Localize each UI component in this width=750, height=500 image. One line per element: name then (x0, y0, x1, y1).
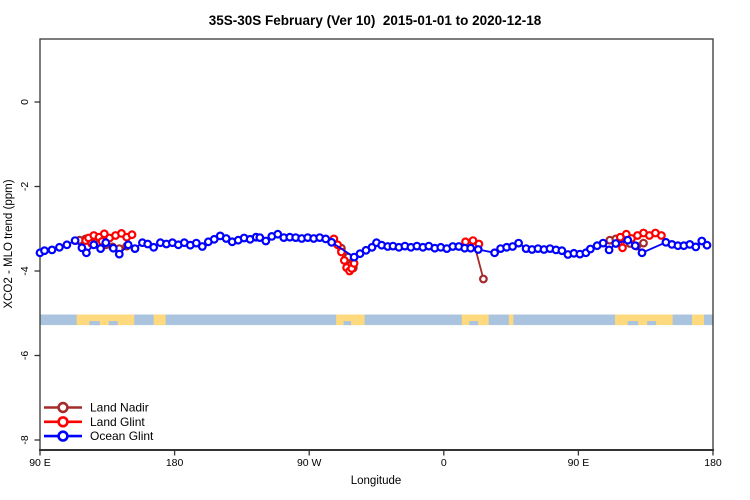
x-axis-title: Longitude (351, 475, 402, 487)
data-point-ocean-glint (81, 248, 91, 258)
legend-marker-land-nadir (57, 401, 69, 414)
coast-inlet (89, 321, 100, 326)
data-point-ocean-glint (197, 242, 207, 251)
data-point-ocean-glint (96, 244, 105, 254)
legend-label-ocean-glint: Ocean Glint (90, 429, 154, 443)
data-point-ocean-glint (598, 238, 608, 248)
data-point-ocean-glint (490, 248, 500, 258)
data-point-ocean-glint (62, 240, 72, 250)
x-tick-label: 90 E (29, 457, 51, 469)
y-axis-title: XCO2 - MLO trend (ppm) (3, 179, 15, 308)
data-point-land-glint (127, 230, 137, 240)
land-patch (508, 314, 514, 326)
x-axis: 90 E 180 90 W 0 90 E 180 (29, 450, 722, 469)
land-patch (615, 314, 673, 326)
coast-inlet (627, 321, 639, 326)
data-point-ocean-glint (114, 249, 124, 259)
series-ocean-glint (35, 229, 712, 262)
data-point-ocean-glint (108, 243, 118, 253)
land-patch (461, 314, 489, 326)
data-point-ocean-glint (637, 248, 647, 258)
coast-inlet (469, 321, 479, 326)
data-point-land-glint (618, 243, 627, 253)
data-point-ocean-glint (604, 245, 614, 255)
data-point-ocean-glint (327, 237, 337, 247)
y-tick-label: -2 (19, 182, 31, 191)
coast-inlet (647, 321, 657, 326)
data-point-ocean-glint (101, 238, 111, 248)
data-point-ocean-glint (55, 242, 64, 252)
x-tick-label: 180 (166, 457, 184, 469)
y-tick-label: -6 (19, 351, 31, 360)
data-point-land-glint (657, 231, 666, 240)
data-point-ocean-glint (89, 240, 99, 250)
data-point-ocean-glint (630, 241, 640, 251)
land-patch (336, 314, 365, 326)
data-point-land-nadir (639, 238, 648, 248)
x-tick-label: 90 E (568, 457, 590, 469)
data-point-ocean-glint (466, 243, 476, 253)
data-point-ocean-glint (70, 236, 80, 246)
plot-area: 90 E 180 90 W 0 90 E 180 0 -2 -4 -6 -8 Land NadirLa… (19, 38, 722, 469)
legend-label-land-nadir: Land Nadir (90, 401, 149, 415)
y-tick-label: -8 (19, 435, 31, 444)
data-point-ocean-glint (47, 245, 57, 255)
x-tick-label: 90 W (297, 457, 322, 469)
data-point-land-glint (339, 256, 349, 265)
x-tick-label: 180 (704, 457, 722, 469)
coast-inlet (343, 321, 352, 326)
data-point-ocean-glint (557, 246, 567, 256)
land-patch (153, 314, 166, 326)
data-point-ocean-glint (611, 239, 621, 248)
data-point-ocean-glint (123, 240, 133, 250)
data-point-ocean-glint (514, 238, 523, 248)
y-tick-label: -4 (19, 266, 31, 275)
legend-marker-land-glint (57, 416, 69, 428)
y-axis: 0 -2 -4 -6 -8 (19, 99, 40, 445)
data-point-ocean-glint (702, 240, 712, 250)
data-point-ocean-glint (149, 242, 159, 252)
ocean-band (40, 314, 713, 326)
coast-inlet (108, 321, 118, 326)
land-patch (76, 314, 135, 326)
land-patch (692, 314, 705, 326)
x-tick-label: 0 (441, 457, 447, 469)
y-tick-label: 0 (19, 99, 31, 105)
world-map-band (40, 314, 713, 326)
data-point-ocean-glint (261, 236, 271, 246)
data-point-ocean-glint (130, 244, 140, 254)
data-point-ocean-glint (586, 244, 595, 254)
data-point-ocean-glint (691, 242, 701, 252)
data-point-ocean-glint (473, 245, 483, 254)
data-point-ocean-glint (40, 246, 49, 256)
data-point-land-nadir (479, 274, 488, 284)
data-point-ocean-glint (623, 235, 633, 245)
chart-title: 35S-30S February (Ver 10) 2015-01-01 to … (209, 13, 542, 28)
legend-label-land-glint: Land Glint (90, 415, 145, 429)
legend-marker-ocean-glint (57, 430, 69, 442)
